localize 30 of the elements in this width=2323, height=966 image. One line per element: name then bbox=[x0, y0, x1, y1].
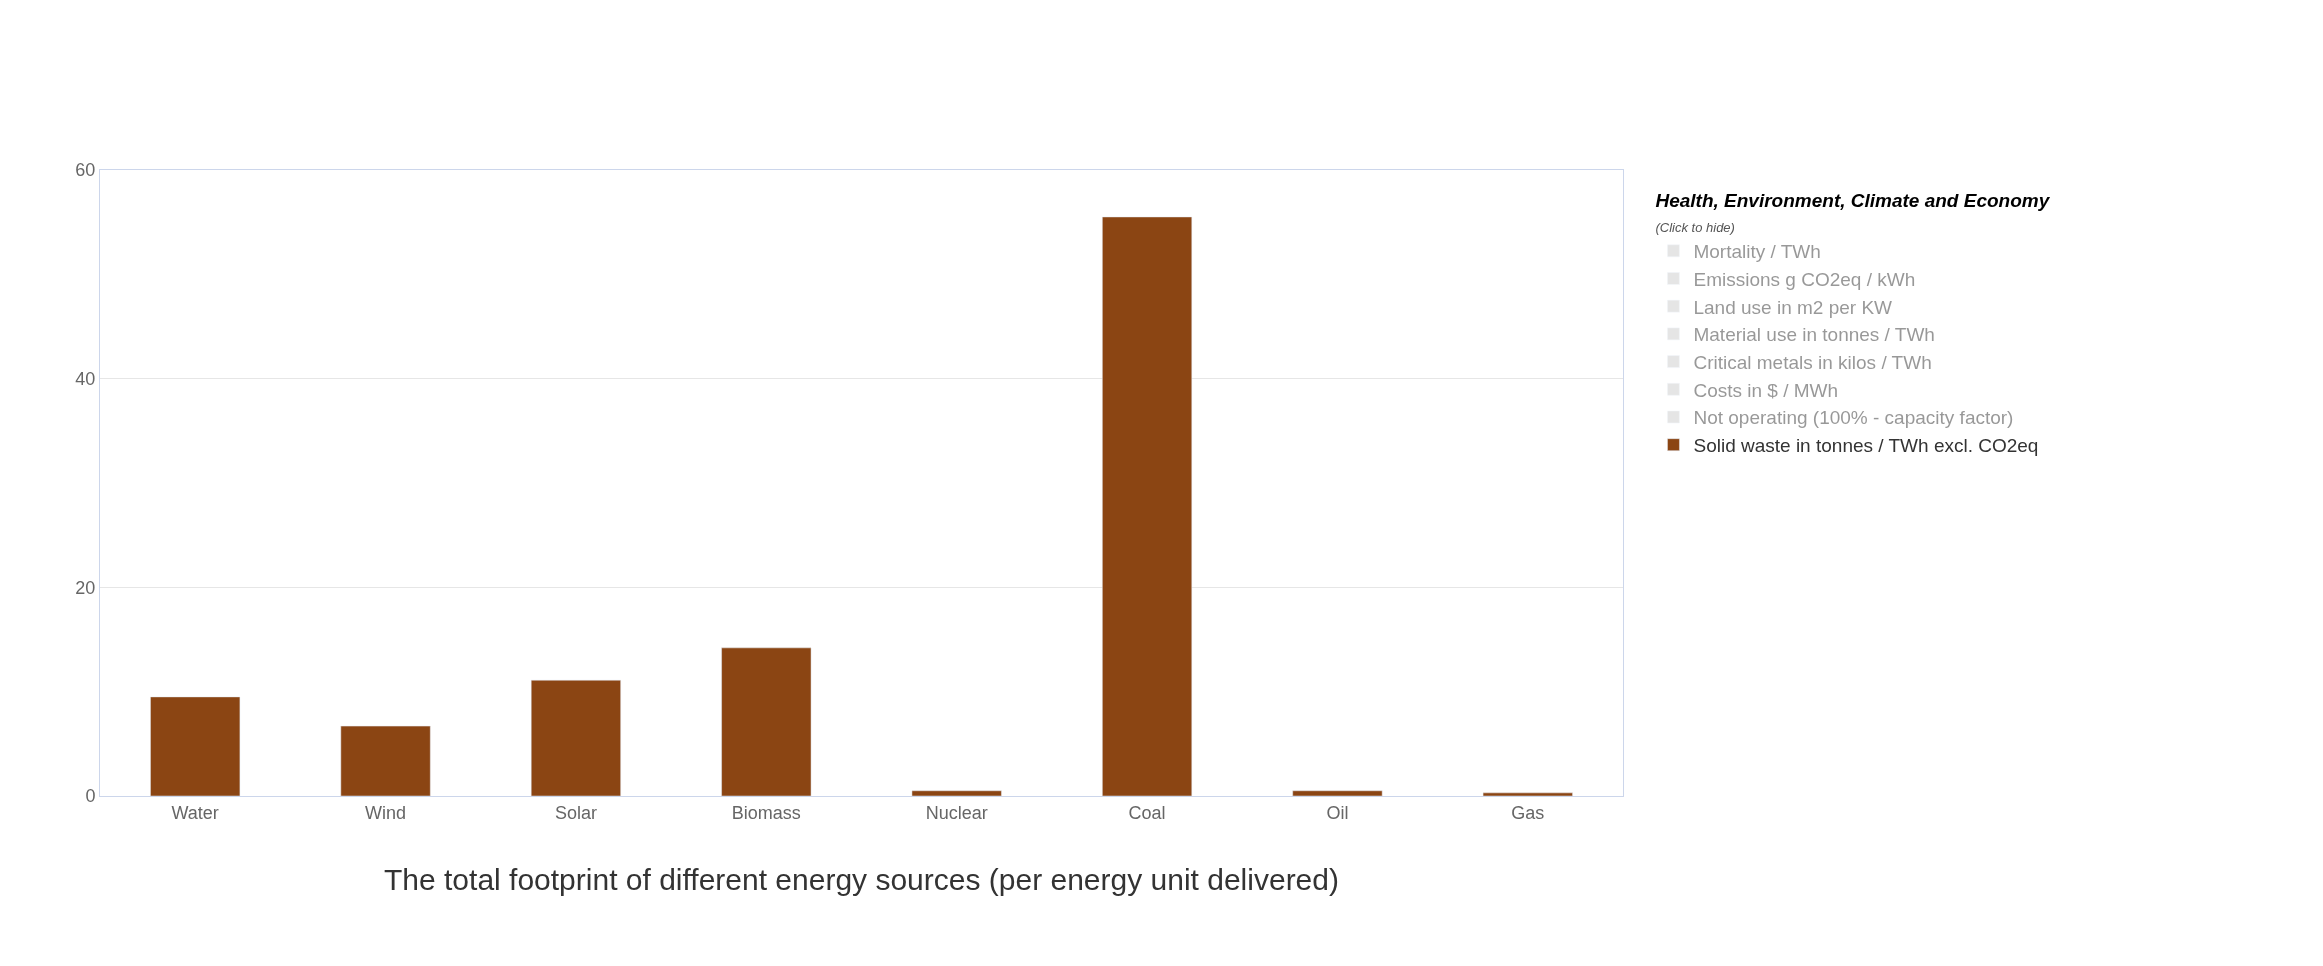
bar bbox=[530, 679, 621, 796]
text: The total footprint of different energy sources (per energy unit delivered) bbox=[384, 862, 1339, 896]
legend-label: Not operating (100% - capacity factor) bbox=[1693, 407, 2014, 429]
x-tick-label: Nuclear bbox=[925, 802, 988, 823]
legend-title: Health, Environment, Climate and Economy (Click to hide) bbox=[1655, 190, 2051, 235]
legend-label: Critical metals in kilos / TWh bbox=[1693, 351, 1932, 373]
legend-label: Material use in tonnes / TWh bbox=[1693, 324, 1935, 346]
x-tick-label: Biomass bbox=[731, 802, 801, 823]
x-tick-label: Oil bbox=[1326, 802, 1349, 823]
legend-label: Land use in m2 per KW bbox=[1693, 296, 1893, 318]
bar bbox=[1292, 790, 1383, 796]
bar bbox=[1102, 216, 1193, 796]
y-tick-label: 0 bbox=[85, 786, 96, 807]
bar bbox=[911, 790, 1002, 796]
bar bbox=[340, 725, 431, 796]
x-tick-label: Gas bbox=[1511, 802, 1545, 823]
bar bbox=[1482, 792, 1573, 796]
y-tick-label: 40 bbox=[75, 368, 96, 389]
x-tick-label: Solar bbox=[554, 802, 597, 823]
x-tick-label: Water bbox=[171, 802, 219, 823]
legend-label: Emissions g CO2eq / kWh bbox=[1693, 268, 1916, 290]
bar bbox=[721, 647, 812, 796]
y-tick-label: 60 bbox=[75, 160, 96, 181]
y-tick-label: 20 bbox=[75, 577, 96, 598]
x-tick-label: Coal bbox=[1128, 802, 1166, 823]
bar bbox=[150, 696, 241, 796]
legend-label: Mortality / TWh bbox=[1693, 241, 1821, 263]
legend-label: Solid waste in tonnes / TWh excl. CO2eq bbox=[1693, 435, 2039, 457]
legend-label: Costs in $ / MWh bbox=[1693, 379, 1839, 401]
x-tick-label: Wind bbox=[365, 802, 407, 823]
